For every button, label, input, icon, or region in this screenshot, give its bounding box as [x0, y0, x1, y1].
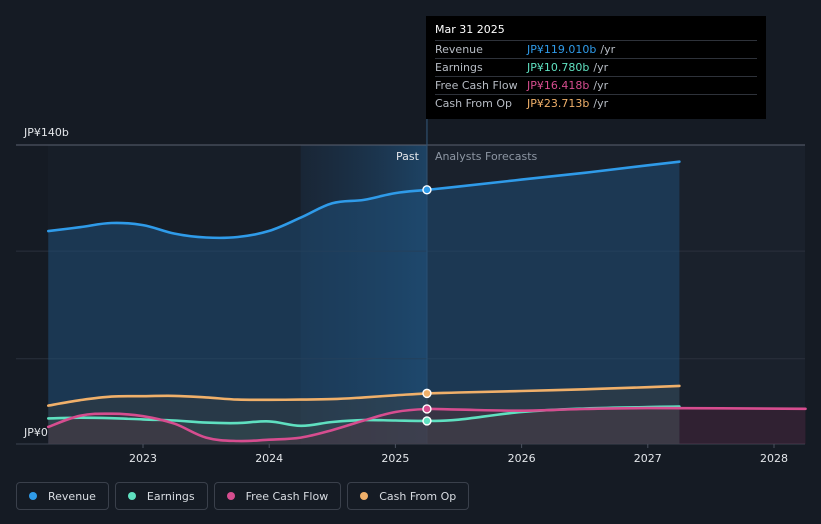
tooltip-row-revenue: Revenue JP¥119.010b /yr [435, 40, 757, 58]
x-tick-label: 2024 [255, 452, 283, 465]
legend-dot-icon [127, 492, 136, 500]
tooltip-row-earnings: Earnings JP¥10.780b /yr [435, 58, 757, 76]
tooltip-value: JP¥16.418b [527, 79, 590, 92]
x-tick-label: 2026 [508, 452, 536, 465]
marker-free-cash-flow [422, 404, 432, 414]
x-tick-label: 2025 [381, 452, 409, 465]
forecast-label: Analysts Forecasts [435, 150, 538, 163]
legend-dot-icon [226, 492, 235, 500]
marker-cash-from-op [422, 388, 432, 399]
tooltip-row-cash-from-op: Cash From Op JP¥23.713b /yr [435, 94, 757, 112]
area-cash-from-op [48, 385, 680, 444]
marker-revenue [422, 185, 432, 195]
tooltip-label: Free Cash Flow [435, 79, 518, 92]
x-tick-label: 2023 [129, 452, 157, 465]
legend-label: Free Cash Flow [245, 489, 329, 503]
tooltip-row-free-cash-flow: Free Cash Flow JP¥16.418b /yr [435, 76, 757, 94]
legend-item-earnings[interactable]: Earnings [114, 482, 208, 510]
x-tick-label: 2027 [634, 452, 662, 465]
line-revenue [47, 160, 681, 240]
legend-dot-icon [29, 492, 37, 500]
y-axis-bottom-label: JP¥0 [23, 426, 48, 439]
tooltip-value: JP¥10.780b [527, 61, 590, 74]
tooltip-date: Mar 31 2025 [435, 23, 505, 36]
area-earnings [48, 406, 680, 444]
area-free-cash-flow [48, 408, 806, 444]
y-axis-top-label: JP¥140b [23, 126, 69, 139]
legend-label: Revenue [48, 489, 96, 503]
tooltip-value: JP¥23.713b [527, 97, 590, 110]
legend: Revenue Earnings Free Cash Flow Cash Fro… [16, 482, 470, 510]
x-tick-label: 2028 [760, 452, 788, 465]
area-revenue [48, 161, 680, 444]
tooltip-unit: /yr [593, 97, 609, 110]
legend-item-free-cash-flow[interactable]: Free Cash Flow [213, 482, 342, 510]
legend-label: Cash From Op [379, 489, 457, 503]
past-label: Past [396, 150, 420, 163]
tooltip-unit: /yr [593, 61, 609, 74]
tooltip-label: Earnings [435, 61, 483, 74]
legend-dot-icon [360, 492, 369, 500]
legend-item-revenue[interactable]: Revenue [16, 482, 109, 510]
legend-item-cash-from-op[interactable]: Cash From Op [347, 482, 470, 510]
line-free-cash-flow [47, 406, 807, 443]
tooltip: Mar 31 2025 Revenue JP¥119.010b /yr Earn… [426, 16, 766, 119]
legend-label: Earnings [146, 489, 195, 503]
tooltip-label: Cash From Op [435, 97, 513, 110]
tooltip-value: JP¥119.010b [527, 43, 597, 56]
tooltip-label: Revenue [435, 43, 483, 56]
tooltip-unit: /yr [600, 43, 616, 56]
tooltip-unit: /yr [593, 79, 609, 92]
marker-earnings [422, 416, 432, 426]
line-cash-from-op [47, 384, 681, 407]
